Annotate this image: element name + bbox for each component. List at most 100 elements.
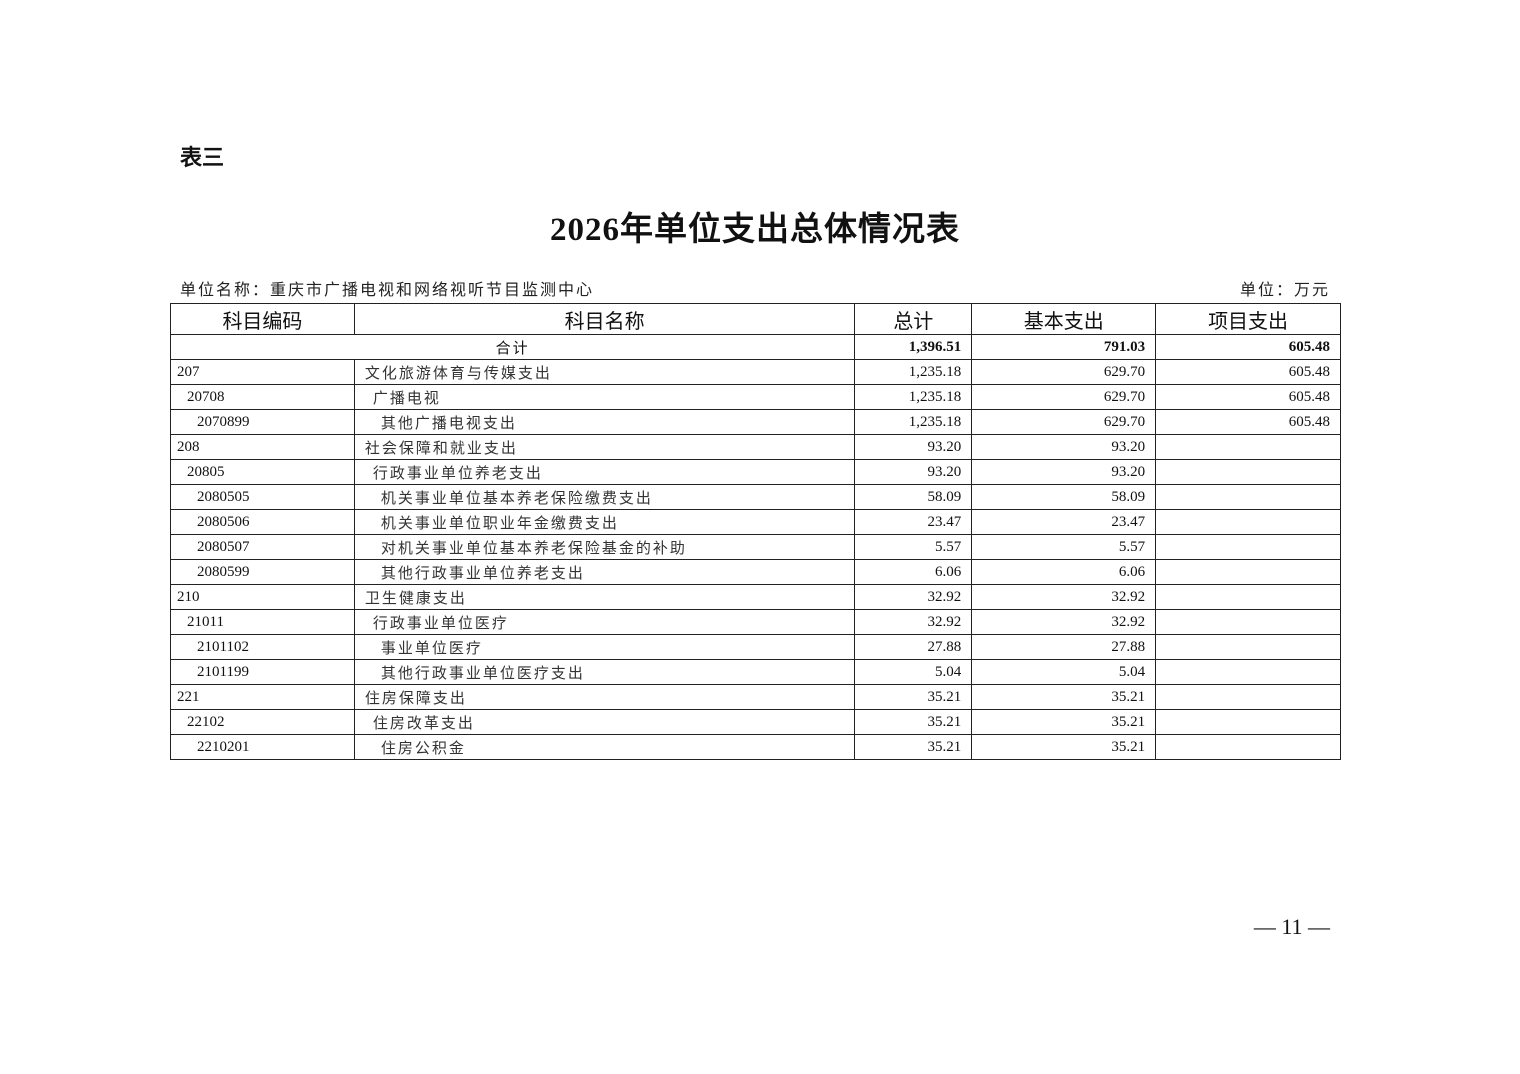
cell-total: 1,235.18	[854, 359, 973, 385]
cell-basic: 32.92	[971, 584, 1157, 610]
header-code: 科目编码	[170, 303, 355, 335]
table-row: 2080599 其他行政事业单位养老支出 6.06 6.06	[170, 559, 1341, 585]
table-row: 2210201 住房公积金 35.21 35.21	[170, 734, 1341, 760]
cell-name: 机关事业单位基本养老保险缴费支出	[353, 484, 856, 510]
cell-basic: 629.70	[971, 409, 1157, 435]
cell-project	[1155, 484, 1341, 510]
cell-name: 住房改革支出	[353, 709, 856, 735]
table-row: 20805 行政事业单位养老支出 93.20 93.20	[170, 459, 1341, 485]
cell-name: 其他行政事业单位养老支出	[353, 559, 856, 585]
header-name: 科目名称	[353, 303, 856, 335]
table-row: 2101199 其他行政事业单位医疗支出 5.04 5.04	[170, 659, 1341, 685]
cell-basic: 93.20	[971, 434, 1157, 460]
total-label: 合计	[169, 334, 856, 360]
cell-name: 其他广播电视支出	[353, 409, 856, 435]
cell-total: 32.92	[854, 609, 973, 635]
cell-basic: 35.21	[971, 709, 1157, 735]
total-basic: 791.03	[971, 334, 1157, 360]
cell-name: 其他行政事业单位医疗支出	[353, 659, 856, 685]
cell-name: 广播电视	[353, 384, 856, 410]
cell-project	[1155, 659, 1341, 685]
cell-code: 2080507	[170, 534, 355, 560]
cell-name: 机关事业单位职业年金缴费支出	[353, 509, 856, 535]
table-label: 表三	[180, 146, 225, 171]
header-basic: 基本支出	[971, 303, 1157, 335]
cell-project	[1155, 534, 1341, 560]
total-total: 1,396.51	[854, 334, 973, 360]
expenditure-table: 科目编码 科目名称 总计 基本支出 项目支出 合计 1,396.51 791.0…	[169, 303, 1341, 760]
cell-code: 2080599	[170, 559, 355, 585]
cell-project	[1155, 609, 1341, 635]
total-project: 605.48	[1155, 334, 1341, 360]
cell-code: 20805	[170, 459, 355, 485]
cell-basic: 629.70	[971, 384, 1157, 410]
cell-basic: 629.70	[971, 359, 1157, 385]
cell-code: 2070899	[170, 409, 355, 435]
cell-total: 93.20	[854, 434, 973, 460]
cell-project: 605.48	[1155, 384, 1341, 410]
cell-project	[1155, 434, 1341, 460]
cell-total: 1,235.18	[854, 409, 973, 435]
header-project: 项目支出	[1155, 303, 1341, 335]
currency-unit: 单位：万元	[1239, 282, 1330, 299]
table-row: 2070899 其他广播电视支出 1,235.18 629.70 605.48	[170, 409, 1341, 435]
cell-project	[1155, 684, 1341, 710]
cell-project: 605.48	[1155, 409, 1341, 435]
cell-total: 35.21	[854, 684, 973, 710]
table-row: 221 住房保障支出 35.21 35.21	[170, 684, 1341, 710]
page-title: 2026年单位支出总体情况表	[550, 212, 960, 248]
cell-name: 文化旅游体育与传媒支出	[353, 359, 856, 385]
cell-project	[1155, 509, 1341, 535]
cell-basic: 93.20	[971, 459, 1157, 485]
cell-project	[1155, 634, 1341, 660]
cell-total: 35.21	[854, 709, 973, 735]
table-row: 210 卫生健康支出 32.92 32.92	[170, 584, 1341, 610]
cell-name: 住房保障支出	[353, 684, 856, 710]
cell-code: 2210201	[170, 734, 355, 760]
cell-code: 208	[170, 434, 355, 460]
cell-name: 社会保障和就业支出	[353, 434, 856, 460]
cell-total: 1,235.18	[854, 384, 973, 410]
cell-name: 对机关事业单位基本养老保险基金的补助	[353, 534, 856, 560]
page-number: — 11 —	[1253, 914, 1330, 939]
cell-project	[1155, 559, 1341, 585]
cell-project	[1155, 584, 1341, 610]
cell-basic: 5.04	[971, 659, 1157, 685]
cell-code: 207	[170, 359, 355, 385]
cell-name: 行政事业单位养老支出	[353, 459, 856, 485]
cell-name: 事业单位医疗	[353, 634, 856, 660]
table-row: 208 社会保障和就业支出 93.20 93.20	[170, 434, 1341, 460]
cell-code: 2101102	[170, 634, 355, 660]
table-row: 2080506 机关事业单位职业年金缴费支出 23.47 23.47	[170, 509, 1341, 535]
cell-project	[1155, 709, 1341, 735]
header-total: 总计	[854, 303, 973, 335]
table-row: 2080505 机关事业单位基本养老保险缴费支出 58.09 58.09	[170, 484, 1341, 510]
cell-total: 27.88	[854, 634, 973, 660]
cell-code: 2101199	[170, 659, 355, 685]
table-row: 207 文化旅游体育与传媒支出 1,235.18 629.70 605.48	[170, 359, 1341, 385]
cell-basic: 5.57	[971, 534, 1157, 560]
cell-project: 605.48	[1155, 359, 1341, 385]
cell-total: 35.21	[854, 734, 973, 760]
total-row: 合计 1,396.51 791.03 605.48	[169, 334, 1341, 360]
table-row: 2101102 事业单位医疗 27.88 27.88	[170, 634, 1341, 660]
table-header-row: 科目编码 科目名称 总计 基本支出 项目支出	[170, 303, 1341, 335]
cell-total: 32.92	[854, 584, 973, 610]
cell-basic: 35.21	[971, 684, 1157, 710]
cell-total: 5.57	[854, 534, 973, 560]
cell-total: 93.20	[854, 459, 973, 485]
cell-name: 行政事业单位医疗	[353, 609, 856, 635]
unit-name: 单位名称：重庆市广播电视和网络视听节目监测中心	[180, 282, 595, 299]
cell-basic: 23.47	[971, 509, 1157, 535]
cell-project	[1155, 459, 1341, 485]
cell-total: 5.04	[854, 659, 973, 685]
cell-basic: 6.06	[971, 559, 1157, 585]
table-row: 2080507 对机关事业单位基本养老保险基金的补助 5.57 5.57	[170, 534, 1341, 560]
cell-code: 20708	[170, 384, 355, 410]
cell-total: 58.09	[854, 484, 973, 510]
cell-name: 卫生健康支出	[353, 584, 856, 610]
cell-code: 21011	[170, 609, 355, 635]
table-row: 22102 住房改革支出 35.21 35.21	[170, 709, 1341, 735]
cell-basic: 27.88	[971, 634, 1157, 660]
cell-code: 22102	[170, 709, 355, 735]
